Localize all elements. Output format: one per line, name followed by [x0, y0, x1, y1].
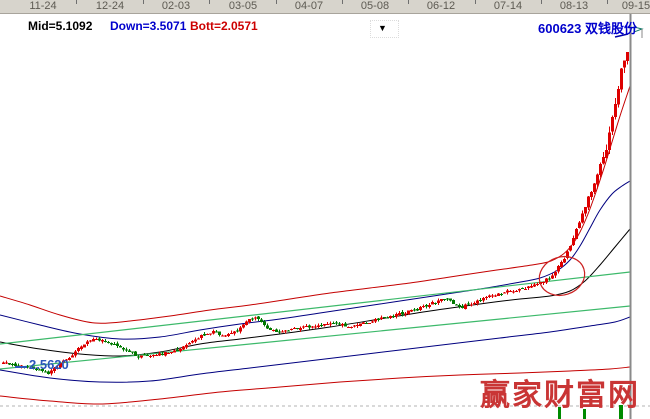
date-tick-label: 11-24 [29, 0, 57, 12]
date-axis-bar[interactable]: 11-24 12-24 02-03 03-05 04-07 05-08 06-12 07-14… [0, 0, 650, 14]
down-triangle-icon[interactable]: ▼ [378, 23, 387, 33]
candlestick-series [2, 51, 629, 376]
date-tick-label: 08-13 [559, 0, 589, 12]
trend-channel-line [0, 305, 631, 370]
date-tick-label: 02-03 [161, 0, 191, 12]
trend-channel-line [0, 271, 631, 345]
date-tick-label: 05-08 [360, 0, 390, 12]
date-tick-label: 09-15 [621, 0, 650, 12]
volume-stub-bar [558, 407, 561, 419]
date-tick-label: 12-24 [95, 0, 125, 12]
date-tick-label: 04-07 [294, 0, 324, 12]
band-up-blue [0, 180, 631, 340]
band-legend-mid: Mid=5.1092 [28, 19, 93, 33]
date-axis-tick [276, 0, 277, 4]
date-axis-tick [475, 0, 476, 4]
marker-halo [370, 20, 399, 38]
date-axis-tick [76, 0, 77, 4]
watermark-text: 赢家财富网 [480, 378, 640, 413]
breakout-circle-annotation [538, 255, 586, 297]
spike-top-blue-mark [614, 33, 629, 38]
band-bottom-red [0, 366, 631, 405]
date-axis-tick [607, 0, 608, 4]
date-axis-tick [408, 0, 409, 4]
price-low-label: 2.5620 [29, 357, 69, 372]
date-axis-tick [143, 0, 144, 4]
date-axis-tick [342, 0, 343, 4]
date-tick-label: 07-14 [493, 0, 523, 12]
volume-stub-bar [583, 409, 586, 419]
date-tick-label: 03-05 [228, 0, 258, 12]
band-legend: Mid=5.1092 Down=3.5071 Bott=2.0571 [0, 19, 650, 33]
stock-label: 600623 双钱股份 [538, 21, 637, 36]
band-legend-bott: Bott=2.0571 [190, 19, 258, 33]
date-axis-tick [541, 0, 542, 4]
corner-flag-icon [633, 26, 644, 33]
band-top-red [0, 85, 631, 324]
volume-stub-bar [619, 405, 623, 419]
band-down-blue [0, 316, 631, 383]
band-legend-down: Down=3.5071 [110, 19, 187, 33]
date-tick-label: 06-12 [426, 0, 456, 12]
date-axis-tick [209, 0, 210, 4]
